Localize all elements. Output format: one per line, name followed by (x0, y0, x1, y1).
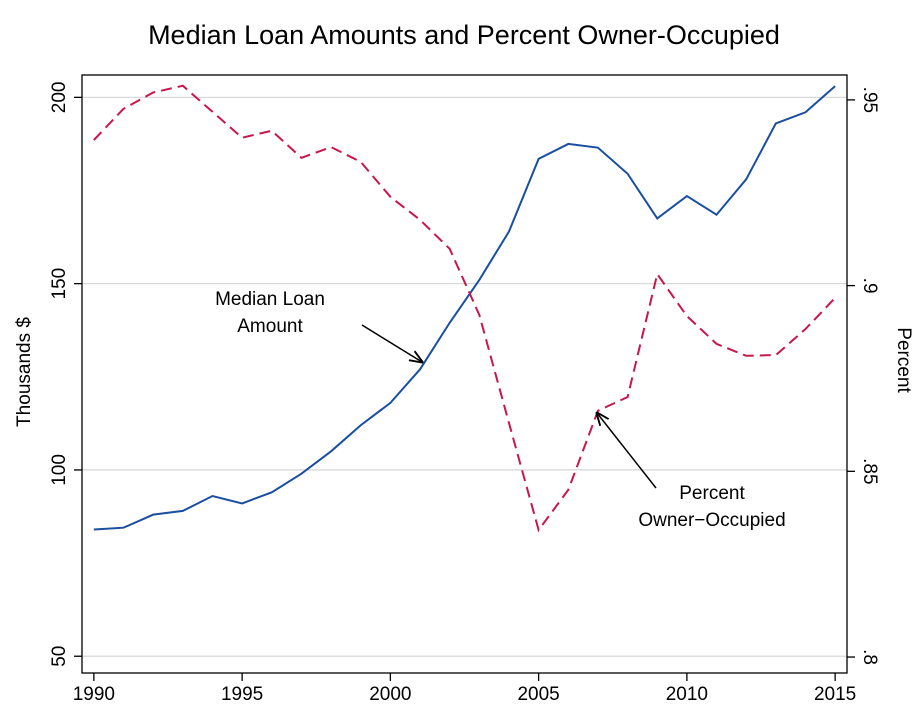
y2-tick-label: .95 (859, 87, 880, 113)
chart-title: Median Loan Amounts and Percent Owner-Oc… (148, 20, 780, 50)
x-tick-label: 2010 (666, 684, 708, 705)
y2-tick-label: .8 (859, 649, 880, 665)
y-axis-label: Thousands $ (14, 317, 35, 427)
plot-frame (81, 74, 848, 674)
annotation-arrow (597, 413, 657, 489)
y-tick-label: 150 (49, 268, 70, 300)
x-tick-label: 2005 (517, 684, 559, 705)
annotation-arrow (361, 324, 422, 362)
y-tick-label: 200 (49, 82, 70, 114)
y2-tick-label: .9 (859, 278, 880, 294)
series-line (93, 85, 836, 531)
annotation: Owner−Occupied (638, 510, 785, 531)
x-tick-label: 1990 (73, 684, 115, 705)
y-tick-label: 100 (49, 454, 70, 486)
x-tick-label: 2015 (814, 684, 856, 705)
y-tick-label: 50 (49, 646, 70, 667)
x-tick-label: 2000 (369, 684, 411, 705)
x-tick-label: 1995 (221, 684, 263, 705)
series-line (93, 84, 836, 533)
annotation: Amount (237, 316, 303, 337)
annotation: Median Loan (215, 289, 325, 310)
y2-axis-label: Percent (893, 327, 914, 393)
y2-tick-label: .85 (859, 458, 880, 484)
annotation: Percent (679, 483, 745, 504)
